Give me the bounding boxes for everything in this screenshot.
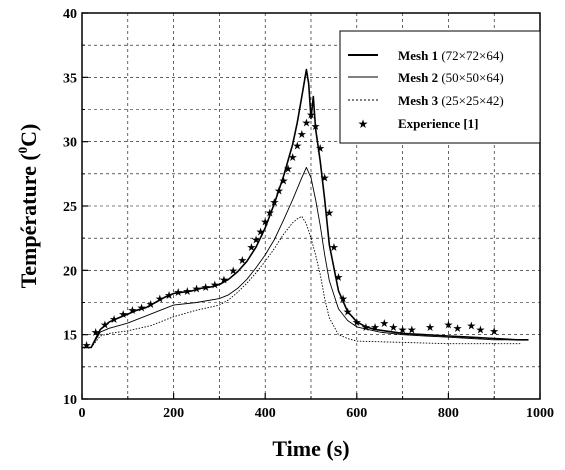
series-line-mesh-1 <box>82 68 529 349</box>
y-tick-label: 10 <box>63 393 77 408</box>
data-point-experience-1: ★ <box>228 264 238 277</box>
data-point-experience-1: ★ <box>476 324 486 337</box>
legend-name-experience: Experience [1] <box>398 116 479 131</box>
data-point-experience-1: ★ <box>100 318 110 331</box>
y-tick-label: 35 <box>63 71 77 86</box>
data-point-experience-1: ★ <box>274 185 284 198</box>
series-line-mesh-2 <box>82 166 518 348</box>
data-point-experience-1: ★ <box>127 304 137 317</box>
data-point-experience-1: ★ <box>182 285 192 298</box>
data-point-experience-1: ★ <box>192 282 202 295</box>
y-tick-label: 20 <box>63 264 77 279</box>
data-point-experience-1: ★ <box>251 233 261 246</box>
data-point-experience-1: ★ <box>91 326 101 339</box>
legend-box <box>339 30 541 144</box>
data-point-experience-1: ★ <box>315 142 325 155</box>
legend-suffix-mesh-1: (72×72×64) <box>441 48 503 63</box>
data-point-experience-1: ★ <box>338 293 348 306</box>
data-point-experience-1: ★ <box>269 196 279 209</box>
y-tick-label: 30 <box>63 136 77 151</box>
x-axis-title: Time (s) <box>272 436 349 461</box>
series-line-mesh-3 <box>82 215 522 348</box>
x-tick-label: 600 <box>346 406 367 421</box>
data-point-experience-1: ★ <box>109 313 119 326</box>
data-point-experience-1: ★ <box>407 324 417 337</box>
legend-suffix-mesh-2: (50×50×64) <box>441 70 503 85</box>
data-point-experience-1: ★ <box>137 302 147 315</box>
data-point-experience-1: ★ <box>389 321 399 334</box>
data-point-experience-1: ★ <box>466 320 476 333</box>
data-point-experience-1: ★ <box>324 206 334 219</box>
y-axis-title-main: Température ( <box>16 153 41 288</box>
data-point-experience-1: ★ <box>210 278 220 291</box>
legend-name-mesh-2: Mesh 2 <box>398 70 438 85</box>
data-point-experience-1: ★ <box>443 318 453 331</box>
data-point-experience-1: ★ <box>453 322 463 335</box>
data-point-experience-1: ★ <box>329 241 339 254</box>
data-point-experience-1: ★ <box>173 286 183 299</box>
data-point-experience-1: ★ <box>301 116 311 129</box>
data-point-experience-1: ★ <box>201 281 211 294</box>
series-layer: ★★★ ★ ★ ★ ★ ★ ★ ★ ★ ★ ★ ★ ★ ★★★★★★★★★★★★★★★★★★★★★★★★★… <box>82 68 529 352</box>
data-point-experience-1: ★ <box>343 306 353 319</box>
y-axis-title-superscript: 0 <box>15 147 30 154</box>
x-tick-label: 200 <box>163 406 184 421</box>
legend-name-mesh-3: Mesh 3 <box>398 93 439 108</box>
data-point-experience-1: ★ <box>219 273 229 286</box>
data-point-experience-1: ★ <box>311 120 321 133</box>
data-point-experience-1: ★ <box>247 241 257 254</box>
axis-ticks: 0 200 400 600 800 1000 10 15 20 25 30 35 40 <box>63 7 554 421</box>
legend-name-mesh-1: Mesh 1 <box>398 48 438 63</box>
data-point-experience-1: ★ <box>260 215 270 228</box>
y-axis-title-unit: C) <box>16 124 41 147</box>
x-tick-label: 1000 <box>526 406 554 421</box>
data-point-experience-1: ★ <box>256 226 266 239</box>
data-point-experience-1: ★ <box>118 308 128 321</box>
grid-lines <box>82 13 540 399</box>
data-point-experience-1: ★ <box>292 140 302 153</box>
data-point-experience-1: ★ <box>82 339 92 352</box>
y-axis-title: Température (0C) <box>15 124 41 289</box>
legend-label-mesh-3: Mesh 3 (25×25×42) <box>398 93 504 108</box>
y-tick-label: 15 <box>63 329 77 344</box>
legend-swatch-experience: ★ <box>358 117 369 131</box>
data-point-experience-1: ★ <box>283 163 293 176</box>
y-tick-label: 25 <box>63 200 77 215</box>
x-tick-label: 400 <box>255 406 276 421</box>
data-point-experience-1: ★ <box>352 316 362 329</box>
data-point-experience-1: ★ <box>306 109 316 122</box>
data-point-experience-1: ★ <box>265 206 275 219</box>
data-point-experience-1: ★ <box>288 151 298 164</box>
data-point-experience-1: ★ <box>155 293 165 306</box>
data-point-experience-1: ★ <box>489 325 499 338</box>
x-tick-label: 0 <box>79 406 86 421</box>
legend: Mesh 1 (72×72×64) Mesh 2 (50×50×64) Mesh… <box>339 30 541 144</box>
data-point-experience-1: ★ <box>297 128 307 141</box>
data-point-experience-1: ★ <box>398 324 408 337</box>
data-point-experience-1: ★ <box>237 254 247 267</box>
y-tick-label: 40 <box>63 7 77 22</box>
data-point-experience-1: ★ <box>379 317 389 330</box>
x-tick-label: 800 <box>438 406 459 421</box>
data-point-experience-1: ★ <box>146 298 156 311</box>
legend-suffix-mesh-3: (25×25×42) <box>441 93 503 108</box>
data-point-experience-1: ★ <box>370 321 380 334</box>
data-point-experience-1: ★ <box>320 172 330 185</box>
legend-label-mesh-1: Mesh 1 (72×72×64) <box>398 48 504 63</box>
data-point-experience-1: ★ <box>361 321 371 334</box>
data-point-experience-1: ★ <box>164 289 174 302</box>
legend-label-mesh-2: Mesh 2 (50×50×64) <box>398 70 504 85</box>
data-point-experience-1: ★ <box>279 174 289 187</box>
data-point-experience-1: ★ <box>334 271 344 284</box>
data-point-experience-1: ★ <box>425 321 435 334</box>
